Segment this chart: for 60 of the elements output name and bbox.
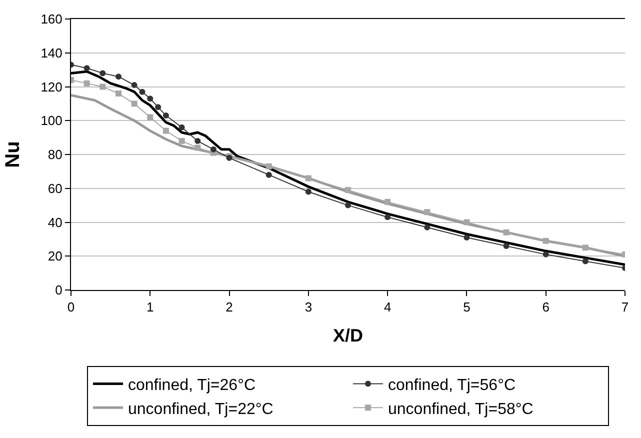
y-tick-label: 40 — [48, 214, 62, 230]
point — [147, 114, 154, 120]
x-tick-label: 6 — [542, 300, 550, 315]
point — [384, 198, 391, 205]
point — [178, 138, 185, 144]
point — [345, 202, 351, 208]
y-tick-label: 120 — [40, 79, 62, 94]
x-axis-title: X/D — [332, 326, 364, 346]
point — [266, 163, 272, 170]
point — [194, 144, 201, 151]
y-tick-label: 160 — [40, 12, 62, 27]
point — [155, 104, 162, 110]
point — [582, 258, 588, 264]
legend-label: confined, Tj=56°C — [388, 377, 516, 394]
x-tick-label: 3 — [304, 300, 312, 315]
x-tick-label: 7 — [621, 300, 629, 315]
point — [131, 100, 138, 107]
x-tick-label: 2 — [226, 300, 233, 315]
point — [305, 175, 312, 182]
point — [210, 146, 216, 152]
legend-label: unconfined, Tj=22°C — [128, 400, 274, 418]
point — [194, 138, 201, 144]
point — [503, 229, 510, 236]
point — [542, 238, 549, 244]
point — [424, 224, 430, 230]
x-tick-label: 1 — [146, 300, 154, 315]
point — [424, 209, 430, 216]
legend-label: unconfined, Tj=58°C — [388, 400, 534, 418]
point — [84, 80, 90, 86]
point — [305, 188, 312, 195]
y-tick-label: 20 — [48, 248, 62, 264]
x-tick-label: 4 — [384, 300, 392, 315]
y-tick-label: 0 — [55, 282, 62, 298]
point — [100, 70, 106, 76]
y-tick-label: 80 — [48, 147, 62, 162]
point — [115, 74, 122, 80]
x-tick-label: 5 — [463, 300, 470, 315]
point — [147, 96, 154, 102]
point — [84, 65, 90, 72]
point — [131, 82, 138, 88]
y-tick-label: 100 — [40, 113, 62, 128]
point — [542, 251, 549, 258]
point — [464, 219, 470, 226]
point — [139, 88, 146, 95]
point — [266, 172, 272, 178]
point — [503, 242, 510, 249]
y-axis-title: Nu — [2, 141, 24, 168]
point — [178, 124, 185, 130]
y-tick-label: 60 — [48, 180, 62, 196]
legend-label: confined, Tj=26°C — [128, 377, 256, 394]
y-tick-label: 140 — [40, 45, 62, 60]
x-tick-label: 0 — [67, 300, 75, 315]
point — [345, 187, 351, 194]
point — [162, 112, 169, 119]
point — [162, 128, 169, 134]
point — [115, 90, 122, 97]
point — [100, 84, 106, 90]
point — [464, 234, 470, 240]
point — [582, 244, 588, 251]
point — [384, 214, 391, 220]
